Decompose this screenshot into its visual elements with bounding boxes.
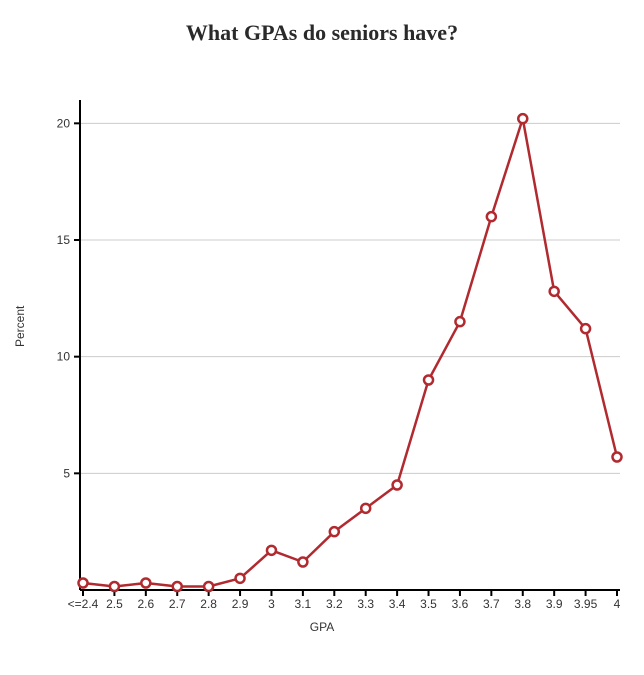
plot-area: 5101520<=2.42.52.62.72.82.933.13.23.33.4… (80, 100, 620, 590)
svg-text:3.6: 3.6 (452, 597, 469, 611)
svg-text:5: 5 (63, 466, 70, 480)
svg-text:20: 20 (57, 116, 71, 130)
svg-text:2.7: 2.7 (169, 597, 186, 611)
svg-text:2.6: 2.6 (137, 597, 154, 611)
svg-text:<=2.4: <=2.4 (68, 597, 99, 611)
chart-svg: 5101520<=2.42.52.62.72.82.933.13.23.33.4… (80, 100, 620, 590)
svg-text:3: 3 (268, 597, 275, 611)
svg-text:2.5: 2.5 (106, 597, 123, 611)
svg-text:3.1: 3.1 (295, 597, 312, 611)
svg-text:2.8: 2.8 (200, 597, 217, 611)
svg-text:15: 15 (57, 233, 71, 247)
svg-text:2.9: 2.9 (232, 597, 249, 611)
svg-text:3.2: 3.2 (326, 597, 343, 611)
x-axis-label: GPA (0, 620, 644, 634)
svg-text:3.95: 3.95 (574, 597, 598, 611)
svg-text:3.5: 3.5 (420, 597, 437, 611)
svg-text:3.4: 3.4 (389, 597, 406, 611)
chart-title: What GPAs do seniors have? (0, 20, 644, 46)
svg-text:3.8: 3.8 (514, 597, 531, 611)
svg-text:3.7: 3.7 (483, 597, 500, 611)
svg-text:3.3: 3.3 (357, 597, 374, 611)
svg-text:4: 4 (614, 597, 621, 611)
gpa-chart: What GPAs do seniors have? Percent GPA 5… (0, 0, 644, 675)
y-axis-label: Percent (13, 306, 27, 347)
svg-text:10: 10 (57, 350, 71, 364)
svg-text:3.9: 3.9 (546, 597, 563, 611)
